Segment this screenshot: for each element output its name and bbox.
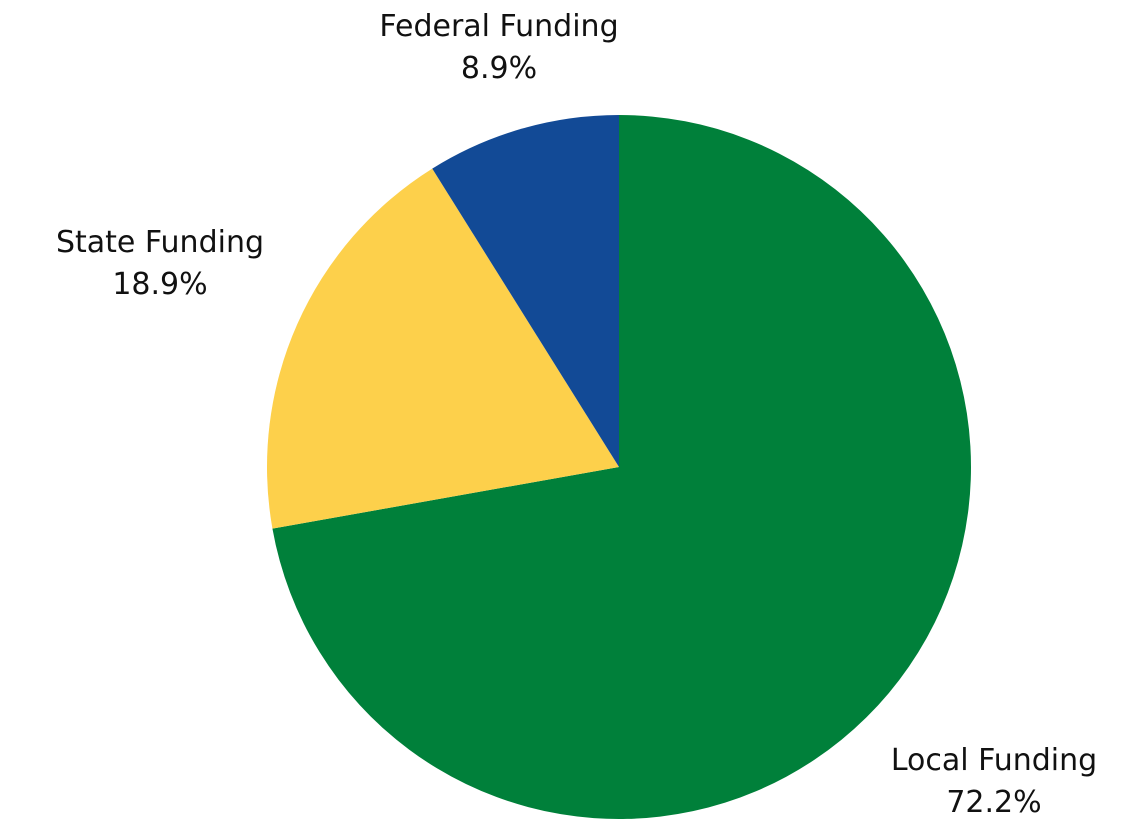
slice-value-federal-funding: 8.9% bbox=[460, 51, 538, 86]
pie-slice-local-funding bbox=[272, 115, 971, 819]
slice-label-state-funding: State Funding 18.9% bbox=[56, 222, 264, 306]
slice-label-local-funding: Local Funding 72.2% bbox=[891, 740, 1097, 824]
slice-name-local-funding: Local Funding bbox=[890, 743, 1098, 778]
slice-label-federal-funding: Federal Funding 8.9% bbox=[379, 6, 618, 90]
pie-slice-federal-funding bbox=[432, 115, 619, 467]
slice-value-local-funding: 72.2% bbox=[946, 785, 1042, 820]
slice-name-federal-funding: Federal Funding bbox=[379, 9, 619, 44]
slice-value-state-funding: 18.9% bbox=[112, 267, 208, 302]
slice-name-state-funding: State Funding bbox=[55, 225, 265, 260]
pie-slice-state-funding bbox=[266, 168, 619, 529]
